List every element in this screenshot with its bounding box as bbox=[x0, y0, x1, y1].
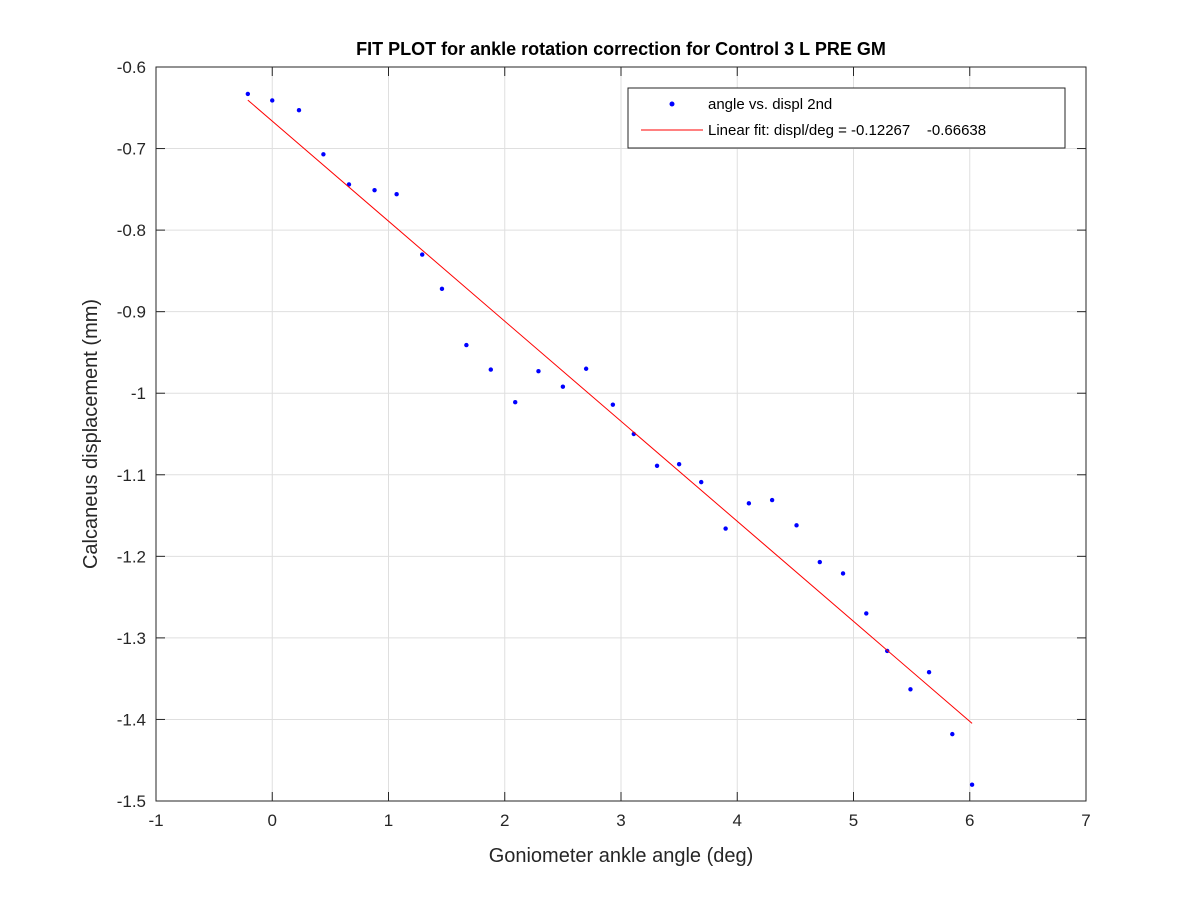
data-point bbox=[794, 523, 799, 528]
data-point bbox=[513, 399, 518, 405]
data-point bbox=[699, 479, 704, 485]
y-tick-label: -1.3 bbox=[117, 629, 146, 648]
x-tick-label: 7 bbox=[1081, 811, 1090, 830]
data-point bbox=[926, 669, 932, 675]
y-tick-label: -1.5 bbox=[117, 792, 146, 811]
data-point bbox=[536, 369, 541, 374]
x-tick-label: 0 bbox=[268, 811, 277, 830]
x-tick-label: -1 bbox=[148, 811, 163, 830]
x-tick-label: 3 bbox=[616, 811, 625, 830]
y-tick-label: -0.9 bbox=[117, 303, 146, 322]
data-point bbox=[769, 497, 775, 503]
fit-line bbox=[247, 99, 973, 724]
legend-box bbox=[627, 87, 1066, 149]
data-point bbox=[394, 192, 399, 197]
y-tick-label: -0.7 bbox=[117, 140, 146, 159]
data-point bbox=[583, 366, 589, 371]
data-point bbox=[817, 559, 822, 565]
x-tick-label: 5 bbox=[849, 811, 858, 830]
data-point bbox=[746, 501, 752, 506]
y-tick-label: -1.2 bbox=[117, 547, 146, 566]
data-point bbox=[864, 611, 869, 616]
chart-title: FIT PLOT for ankle rotation correction f… bbox=[356, 39, 886, 59]
data-point bbox=[840, 571, 846, 576]
data-point bbox=[610, 402, 616, 407]
legend-label-scatter: angle vs. displ 2nd bbox=[708, 96, 832, 113]
y-tick-label: -1.1 bbox=[117, 466, 146, 485]
data-point bbox=[464, 342, 469, 348]
data-point bbox=[372, 187, 377, 193]
x-tick-label: 2 bbox=[500, 811, 509, 830]
grid-layer bbox=[155, 66, 1087, 802]
data-point bbox=[245, 91, 251, 97]
data-point bbox=[654, 463, 660, 469]
data-point bbox=[270, 98, 275, 103]
data-point bbox=[488, 367, 493, 372]
data-point bbox=[296, 108, 302, 113]
legend-label-fit-line: Linear fit: displ/deg = -0.12267 -0.6663… bbox=[708, 122, 986, 139]
data-point bbox=[908, 687, 913, 692]
x-axis-title: Goniometer ankle angle (deg) bbox=[489, 845, 754, 867]
y-axis-title: Calcaneus displacement (mm) bbox=[80, 299, 102, 569]
data-point bbox=[560, 384, 566, 389]
y-tick-label: -0.8 bbox=[117, 221, 146, 240]
data-point bbox=[420, 252, 425, 257]
data-point bbox=[723, 526, 728, 531]
data-point bbox=[950, 731, 955, 737]
legend: angle vs. displ 2nd Linear fit: displ/de… bbox=[627, 87, 1066, 149]
data-point bbox=[676, 461, 682, 467]
data-point bbox=[321, 152, 326, 157]
data-point bbox=[969, 782, 975, 787]
legend-marker-scatter bbox=[669, 101, 675, 107]
tick-layer: -1 0 1 2 3 4 5 6 7 -1.5 -1.4 -1.3 -1.2 -1.1 -1 -0.9 -0.8… bbox=[117, 58, 1091, 830]
x-tick-label: 4 bbox=[733, 811, 742, 830]
x-tick-label: 1 bbox=[384, 811, 393, 830]
y-tick-label: -0.6 bbox=[117, 58, 146, 77]
y-tick-label: -1 bbox=[131, 384, 146, 403]
data-point bbox=[439, 286, 445, 292]
data-layer bbox=[245, 91, 975, 787]
x-tick-label: 6 bbox=[965, 811, 974, 830]
y-tick-label: -1.4 bbox=[117, 710, 146, 729]
